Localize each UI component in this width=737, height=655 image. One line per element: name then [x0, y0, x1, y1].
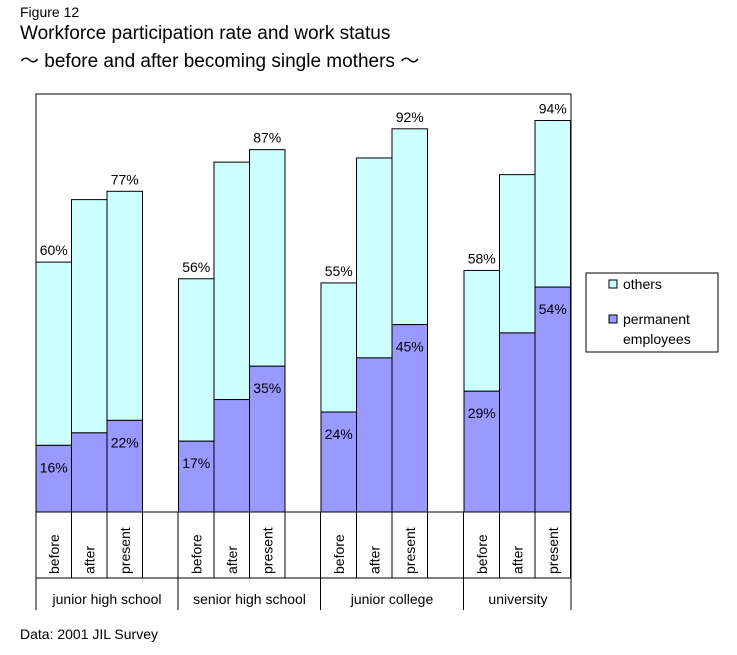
bar-permanent — [249, 365, 286, 513]
data-label-total: 87% — [253, 130, 281, 146]
data-label-permanent: 54% — [539, 301, 567, 317]
bar-others — [35, 261, 72, 446]
bar-others — [463, 269, 500, 392]
data-label-permanent: 35% — [253, 380, 281, 396]
data-label-permanent: 29% — [468, 405, 496, 421]
tick-label-before: before — [331, 534, 347, 574]
legend-swatch-permanent — [608, 314, 618, 324]
data-label-permanent: 45% — [396, 339, 424, 355]
figure-label: Figure 12 — [20, 4, 80, 20]
tick-label-after: after — [224, 546, 240, 574]
tick-label-present: present — [259, 527, 275, 574]
data-label-permanent: 24% — [325, 426, 353, 442]
data-label-total: 77% — [111, 171, 139, 187]
bar-others — [320, 282, 357, 413]
bar-others — [356, 157, 393, 359]
legend-swatch-others — [608, 279, 618, 289]
bar-permanent — [71, 432, 108, 513]
tick-label-present: present — [117, 527, 133, 574]
bar-permanent — [391, 324, 428, 513]
chart-title: Workforce participation rate and work st… — [20, 23, 391, 44]
tick-label-present: present — [545, 527, 561, 574]
data-label-total: 94% — [539, 100, 567, 116]
bar-others — [178, 278, 215, 442]
bar-permanent — [499, 332, 536, 513]
bar-permanent — [534, 286, 571, 513]
chart-subtitle: ～ before and after becoming single mothe… — [20, 51, 420, 72]
tick-label-after: after — [81, 546, 97, 574]
legend-label-others: others — [623, 276, 662, 292]
bar-others — [213, 161, 250, 401]
tick-label-after: after — [509, 546, 525, 574]
group-label: junior college — [350, 591, 434, 607]
legend-box — [585, 272, 719, 353]
tick-label-after: after — [366, 546, 382, 574]
data-label-total: 60% — [40, 242, 68, 258]
bar-others — [249, 149, 286, 367]
group-label: senior high school — [193, 591, 306, 607]
tick-label-present: present — [402, 527, 418, 574]
data-label-total: 92% — [396, 109, 424, 125]
tick-label-before: before — [188, 534, 204, 574]
bar-permanent — [106, 419, 143, 513]
bar-permanent — [35, 444, 72, 513]
data-label-permanent: 16% — [40, 459, 68, 475]
data-label-total: 58% — [468, 250, 496, 266]
bar-permanent — [320, 411, 357, 513]
bar-permanent — [213, 399, 250, 513]
data-label-permanent: 22% — [111, 434, 139, 450]
data-label-total: 55% — [325, 263, 353, 279]
group-label: junior high school — [52, 591, 162, 607]
tick-label-before: before — [474, 534, 490, 574]
bar-others — [534, 119, 571, 288]
legend-label-permanent: permanent employees — [623, 311, 691, 347]
group-label: university — [488, 591, 547, 607]
bar-permanent — [178, 440, 215, 513]
bar-permanent — [356, 357, 393, 513]
data-label-permanent: 17% — [182, 455, 210, 471]
tick-label-before: before — [46, 534, 62, 574]
bar-others — [106, 190, 143, 421]
bar-others — [71, 199, 108, 434]
bar-permanent — [463, 390, 500, 513]
bar-others — [499, 174, 536, 334]
data-source: Data: 2001 JIL Survey — [20, 626, 159, 642]
bar-others — [391, 128, 428, 326]
data-label-total: 56% — [182, 259, 210, 275]
